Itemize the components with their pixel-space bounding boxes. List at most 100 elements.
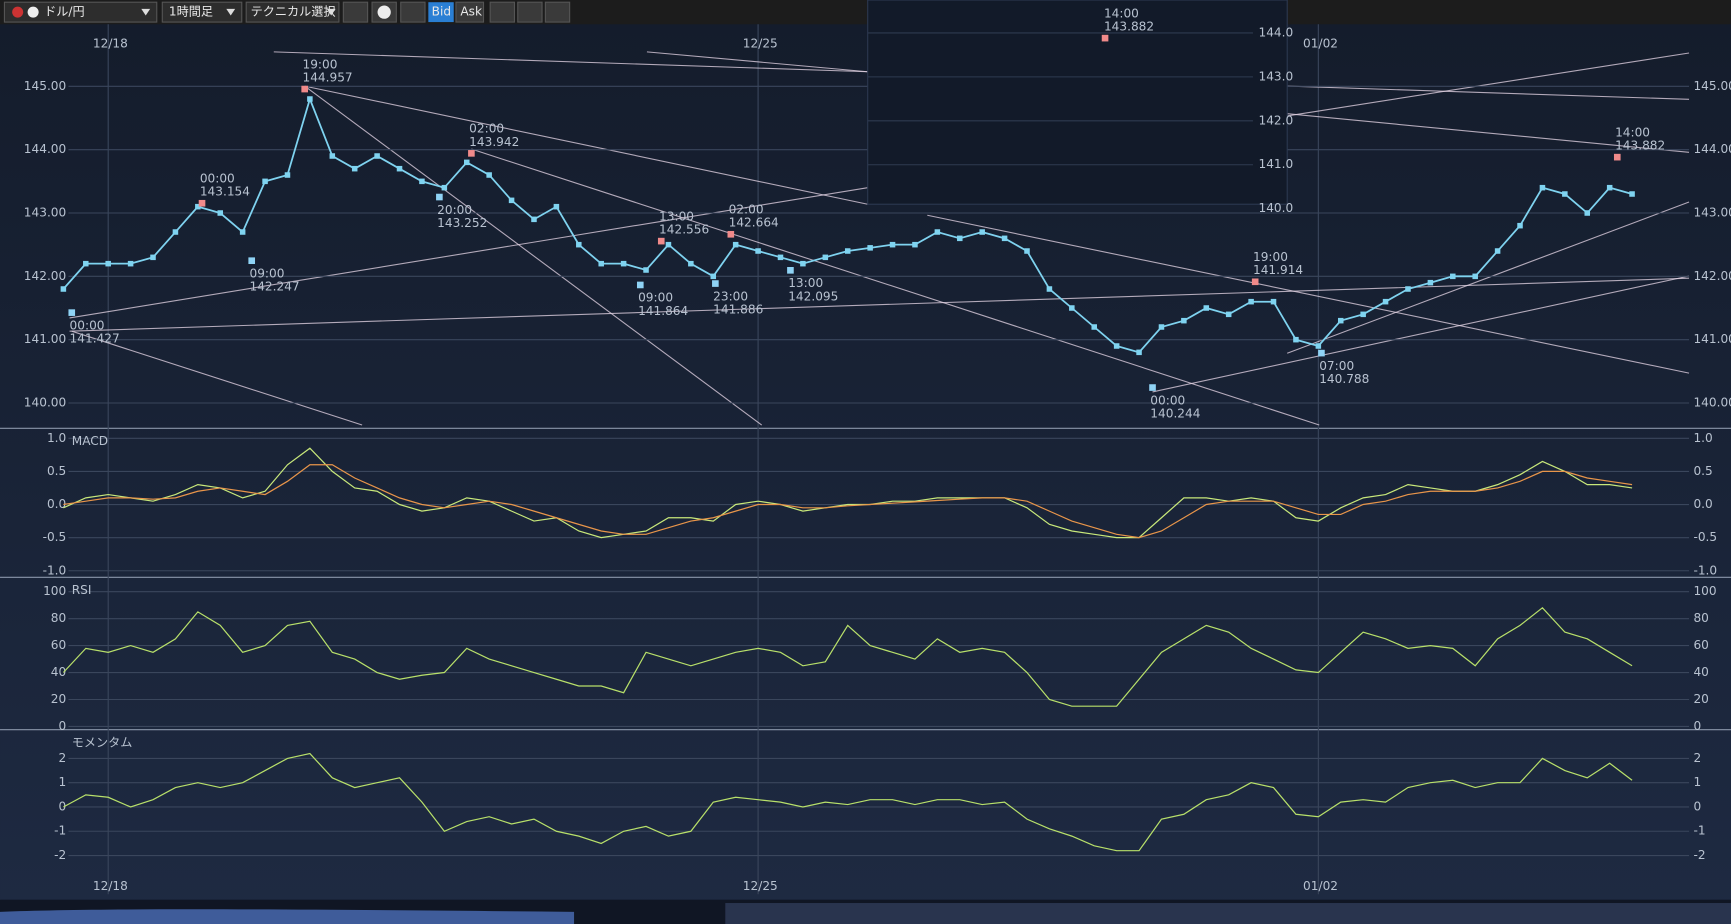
price-point (620, 260, 627, 267)
price-point (912, 241, 918, 248)
extreme-price: 142.556 (659, 223, 709, 237)
y-tick-label: 60 (1693, 638, 1708, 652)
inset-price: 143.882 (1104, 20, 1154, 34)
extreme-time: 00:00 (1150, 393, 1185, 407)
price-point (1517, 222, 1523, 229)
price-point (531, 216, 537, 223)
y-tick-label: 141.00 (24, 332, 66, 346)
price-point (172, 229, 179, 235)
price-point (463, 159, 470, 166)
zoom-in-button[interactable] (544, 1, 571, 23)
price-point (262, 178, 268, 185)
price-point (1629, 191, 1635, 197)
inset-tick-label: 141.0 (1259, 157, 1294, 171)
y-tick-label: 0.5 (47, 464, 66, 478)
extreme-time: 23:00 (713, 289, 748, 303)
extreme-price: 143.154 (200, 185, 250, 199)
price-point (105, 260, 111, 267)
extreme-time: 13:00 (788, 276, 823, 290)
technical-select[interactable] (245, 1, 340, 23)
trend-line (1287, 85, 1690, 100)
zoom-out-button[interactable] (517, 1, 543, 23)
trend-line (1152, 275, 1690, 393)
price-point (508, 197, 515, 204)
y-tick-label: 1.0 (47, 431, 66, 445)
indicator-button[interactable] (489, 1, 515, 23)
price-point (598, 260, 604, 267)
dropdown-arrow (141, 8, 151, 16)
y-tick-label: 141.00 (1693, 332, 1731, 346)
extreme-time: 00:00 (70, 318, 105, 332)
inset-tick-label: 143.0 (1259, 69, 1294, 83)
y-tick-label: 80 (51, 611, 66, 625)
price-point (284, 172, 291, 178)
date-label: 12/18 (93, 879, 128, 893)
series-line (63, 752, 1633, 852)
bid-button[interactable] (428, 2, 454, 23)
price-point (1427, 279, 1434, 286)
inset-tick-label: 144.0 (1259, 25, 1294, 39)
extreme-time: 19:00 (1253, 250, 1288, 264)
trend-line (471, 148, 1320, 426)
panel-title: RSI (72, 583, 92, 597)
price-point (1494, 248, 1501, 254)
extreme-marker (712, 280, 719, 287)
trend-line (304, 85, 868, 205)
extreme-marker (248, 257, 256, 265)
series-line (62, 607, 1633, 707)
timeframe-select[interactable] (161, 1, 243, 23)
trend-line (646, 51, 868, 73)
scroll-thumb[interactable] (725, 903, 1731, 924)
panel-title: MACD (72, 434, 108, 448)
ask-button[interactable] (455, 1, 485, 23)
y-tick-label: -0.5 (1693, 530, 1717, 544)
price-point (419, 178, 425, 185)
price-point (1360, 311, 1366, 318)
extreme-price: 143.942 (469, 135, 519, 149)
y-tick-label: 143.00 (24, 206, 66, 220)
extreme-price: 140.244 (1150, 407, 1200, 421)
toolbar: ドル/円 1時間足 テクニカル選択 Bid Ask (0, 0, 1731, 25)
y-tick-label: -1.0 (1693, 563, 1717, 577)
price-point (374, 153, 380, 159)
y-tick-label: 140.00 (1693, 395, 1731, 409)
extreme-price: 143.882 (1615, 139, 1665, 153)
y-tick-label: 80 (1693, 611, 1708, 625)
price-point (710, 273, 717, 280)
y-tick-label: -1.0 (43, 563, 67, 577)
extreme-price: 141.427 (70, 332, 120, 346)
price-point (1158, 324, 1165, 330)
price-point (1562, 191, 1568, 197)
chart-type-button[interactable] (400, 1, 426, 23)
extreme-marker (636, 281, 644, 289)
extreme-price: 141.914 (1253, 263, 1303, 277)
y-tick-label: -1 (1693, 824, 1705, 838)
y-tick-label: -2 (54, 848, 66, 862)
extreme-marker (1149, 384, 1156, 391)
price-point (844, 248, 851, 254)
price-point (889, 241, 896, 248)
price-point (1225, 311, 1232, 318)
price-point (1606, 184, 1613, 191)
price-point (1337, 317, 1344, 324)
price-point (732, 241, 739, 248)
extreme-time: 09:00 (249, 266, 284, 280)
extreme-marker (468, 150, 475, 157)
date-label: 12/18 (93, 37, 128, 51)
extreme-time: 09:00 (638, 291, 673, 305)
y-tick-label: 143.00 (1693, 206, 1731, 220)
y-tick-label: 140.00 (24, 395, 66, 409)
draw-button[interactable] (342, 1, 369, 23)
inset-time: 14:00 (1104, 6, 1139, 20)
price-point (1472, 273, 1478, 280)
price-point (643, 267, 649, 273)
price-point (127, 260, 134, 267)
price-point (1113, 343, 1120, 349)
price-point (1293, 336, 1299, 343)
price-point (239, 229, 246, 235)
y-tick-label: -2 (1693, 848, 1705, 862)
pair-select[interactable] (3, 1, 158, 23)
extreme-marker (198, 199, 206, 207)
